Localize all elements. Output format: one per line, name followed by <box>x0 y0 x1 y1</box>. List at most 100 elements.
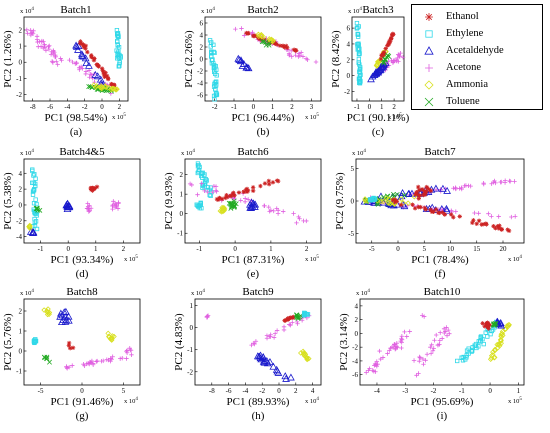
panel-8: -8 -6 -4 -2 0 2 4 -2 -1 0 1 x 104 x 104 Batch9 PC1 (89… <box>173 286 322 422</box>
data-point <box>266 358 274 365</box>
data-point <box>440 210 445 215</box>
data-point <box>427 187 432 193</box>
data-point <box>356 60 361 65</box>
data-point <box>204 178 209 183</box>
y-tick-label: 4 <box>355 302 359 310</box>
data-point <box>394 199 400 204</box>
data-point <box>479 222 484 227</box>
data-point <box>371 369 377 374</box>
data-point <box>34 206 40 212</box>
y-tick-label: -6 <box>352 371 358 379</box>
data-point <box>261 203 267 209</box>
x-tick-label: -2 <box>259 387 265 395</box>
data-point <box>387 38 392 44</box>
x-tick-label: -1 <box>38 245 44 253</box>
data-point <box>411 358 417 363</box>
y-axis-label: PC2 (9.93%) <box>163 172 175 230</box>
data-point <box>399 337 405 342</box>
data-point <box>274 206 279 211</box>
data-point <box>425 185 430 191</box>
data-point <box>101 69 106 75</box>
data-point <box>383 56 388 62</box>
data-point <box>378 356 383 362</box>
panel-1: -8 -6 -4 -2 0 2 -2 -1 0 1 2 x 104 x 105 Batch1 PC1 (98… <box>2 4 129 138</box>
y-exponent-label: x 104 <box>20 149 34 157</box>
plot-area <box>23 298 141 386</box>
data-point <box>282 45 287 50</box>
data-point <box>451 215 456 220</box>
data-point <box>200 183 205 188</box>
data-point <box>295 316 301 321</box>
data-point <box>378 56 384 62</box>
x-tick-label: 0 <box>80 387 84 395</box>
data-point <box>46 44 51 49</box>
panel-title: Batch3 <box>362 4 394 16</box>
x-exponent-label: x 105 <box>305 255 319 263</box>
data-point <box>41 39 46 44</box>
data-point <box>199 206 204 211</box>
y-tick-label: 1 <box>190 302 194 310</box>
legend-label: Toluene <box>446 96 480 107</box>
data-point <box>398 188 407 196</box>
data-point <box>115 32 120 37</box>
data-point <box>247 198 256 206</box>
data-point <box>85 49 90 55</box>
y-axis-label: PC2 (5.76%) <box>2 313 14 371</box>
data-point <box>115 39 120 45</box>
data-point <box>37 207 43 213</box>
data-point <box>95 62 100 67</box>
y-axis-label: PC2 (1.26%) <box>2 30 14 88</box>
legend-label: Ethylene <box>446 28 484 39</box>
data-point <box>248 202 257 210</box>
data-point <box>497 223 502 228</box>
x-tick-label: -2 <box>82 103 88 111</box>
data-point <box>250 188 256 193</box>
data-point <box>29 31 34 36</box>
y-tick-label: -2 <box>16 91 22 99</box>
data-point <box>399 336 404 341</box>
data-point <box>99 66 105 71</box>
x-tick-label: 0 <box>233 245 237 253</box>
data-point <box>55 62 60 67</box>
data-point <box>459 185 464 190</box>
data-point <box>434 332 439 338</box>
data-point <box>357 77 362 82</box>
data-point <box>421 314 427 319</box>
data-point <box>304 218 309 224</box>
data-point <box>394 58 400 64</box>
data-point <box>432 338 437 343</box>
data-point <box>88 360 94 365</box>
asterisk-marker-icon <box>425 13 433 21</box>
y-tick-label: 6 <box>347 25 351 33</box>
panel-title: Batch6 <box>237 146 269 158</box>
y-tick-label: 5 <box>351 165 355 173</box>
data-point <box>404 189 413 197</box>
data-point <box>293 53 298 58</box>
x-tick-label: 4 <box>311 387 315 395</box>
data-point <box>99 358 104 364</box>
data-point <box>453 209 459 214</box>
data-point <box>228 205 234 211</box>
data-point <box>236 57 245 65</box>
data-point <box>56 312 64 320</box>
legend-label: Acetone <box>446 62 481 73</box>
data-point <box>83 69 89 74</box>
data-point <box>124 350 130 355</box>
data-point <box>290 320 295 325</box>
data-point <box>499 330 505 337</box>
data-point <box>209 58 214 63</box>
data-point <box>418 204 423 210</box>
data-point <box>417 354 422 360</box>
data-point <box>481 341 486 347</box>
x-marker-icon <box>424 97 434 107</box>
data-point <box>286 51 292 56</box>
data-point <box>110 354 115 359</box>
data-point <box>34 226 40 232</box>
data-point <box>491 224 496 229</box>
legend-marker <box>425 64 433 72</box>
data-point <box>87 203 92 208</box>
panel-title: Batch4&5 <box>59 146 105 158</box>
data-point <box>417 358 422 364</box>
data-point <box>447 331 452 336</box>
data-point <box>233 26 238 32</box>
